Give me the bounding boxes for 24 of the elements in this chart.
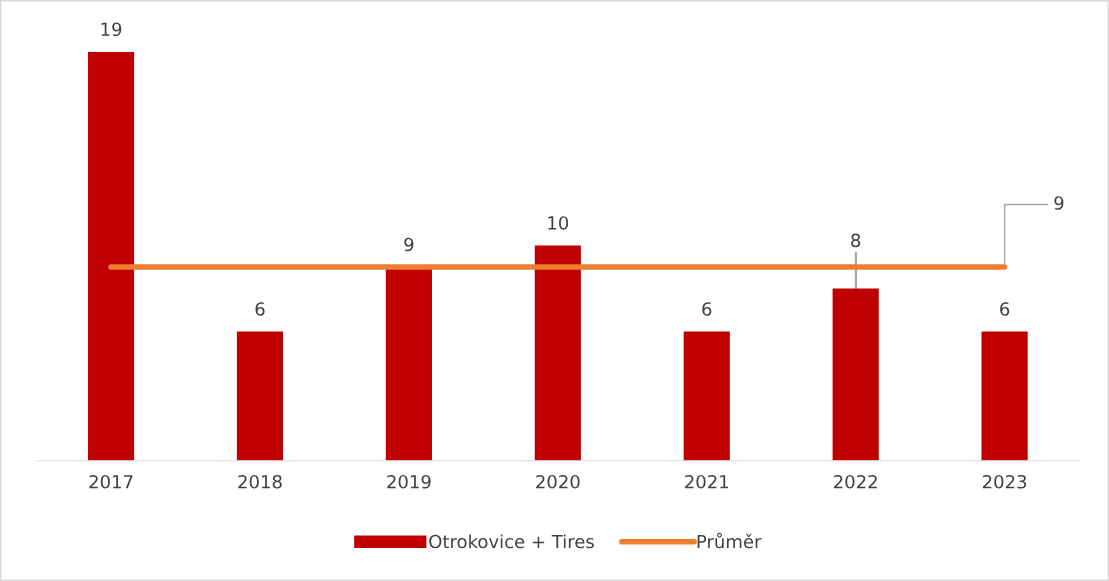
bar bbox=[981, 331, 1028, 461]
x-tick-label: 2021 bbox=[685, 474, 729, 489]
data-label: 9 bbox=[404, 237, 414, 252]
data-label: 6 bbox=[1000, 302, 1010, 316]
x-tick-label: 2023 bbox=[982, 474, 1027, 489]
data-label: 19 bbox=[101, 22, 122, 37]
bar bbox=[832, 288, 879, 461]
bar bbox=[534, 245, 581, 461]
data-label: 6 bbox=[255, 302, 265, 316]
bar bbox=[385, 267, 432, 461]
data-label: 10 bbox=[548, 216, 569, 230]
bar bbox=[683, 331, 730, 461]
data-label: 8 bbox=[851, 233, 861, 248]
x-tick-label: 2017 bbox=[89, 474, 133, 489]
bar bbox=[236, 331, 284, 461]
x-tick-label: 2018 bbox=[238, 474, 282, 489]
legend-label: Otrokovice + Tires bbox=[429, 534, 594, 549]
legend-label: Průměr bbox=[697, 532, 762, 549]
data-label: 6 bbox=[702, 302, 712, 316]
x-tick-label: 2022 bbox=[834, 474, 877, 489]
bar bbox=[87, 51, 135, 461]
x-tick-label: 2019 bbox=[387, 474, 431, 489]
data-label: 9 bbox=[1054, 196, 1064, 210]
x-tick-label: 2020 bbox=[536, 474, 580, 489]
